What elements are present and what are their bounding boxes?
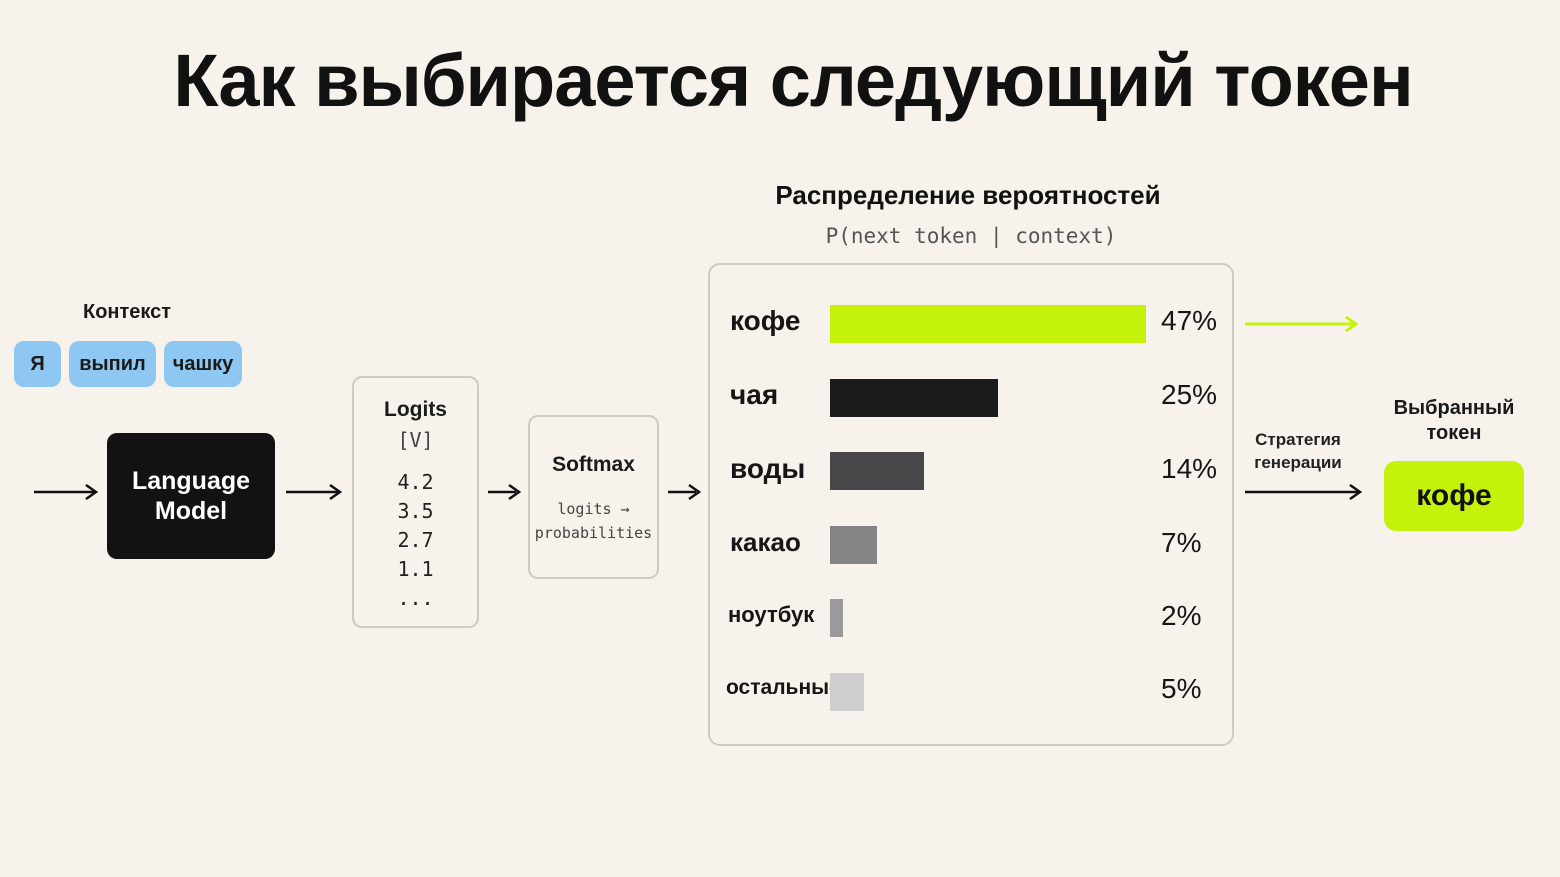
bar-value-label: 2% [1161,600,1202,631]
distribution-chart: кофе чая воды какао ноутбук остальные 47… [708,263,1234,746]
bar-label: чая [730,379,779,410]
context-token-chip: Я [14,341,61,387]
distribution-subtitle: P(next token | context) [825,224,1117,248]
bar-label: кофе [730,305,801,336]
language-model-label: Language Model [131,467,251,525]
logits-box: Logits [V] 4.2 3.5 2.7 1.1 ... [352,376,479,628]
bar-label: ноутбук [728,602,815,627]
softmax-subtitle: logits → probabilities [534,500,653,542]
context-token-chip: чашку [164,341,242,387]
bar-value-label: 14% [1161,453,1218,484]
bar-value-label: 25% [1161,379,1218,410]
bar [830,452,925,490]
bar [830,599,844,637]
bar-label: остальные [726,676,841,699]
bar [830,525,878,564]
logit-value: 3.5 [397,499,434,523]
logit-value: 2.7 [397,528,434,552]
logits-shape: [V] [397,428,434,452]
logit-value: 4.2 [397,470,434,494]
context-label: Контекст [83,301,172,323]
bar-value-label: 7% [1161,527,1202,558]
logit-value: ... [397,586,434,610]
bar [830,672,864,711]
softmax-title: Softmax [552,453,635,476]
bar-value-label: 5% [1161,673,1202,704]
arrow-icon [488,483,522,501]
logits-values: 4.2 3.5 2.7 1.1 ... [354,468,477,613]
bar-value-label: 47% [1161,305,1218,336]
bar [830,378,999,417]
strategy-label: Стратегия генерации [1254,430,1342,472]
logits-title: Logits [384,398,447,421]
page-title: Как выбирается следующий токен [173,39,1413,122]
bar-label: воды [730,453,806,484]
language-model-box: Language Model [107,433,275,559]
selection-arrow-icon [1245,315,1359,333]
arrow-icon [286,483,343,501]
logit-value: 1.1 [397,557,434,581]
distribution-title: Распределение вероятностей [775,180,1161,210]
chosen-token: кофе [1384,461,1524,531]
arrow-icon [668,483,702,501]
bar-label: какао [730,527,801,557]
arrow-icon [34,483,99,501]
softmax-box: Softmax logits → probabilities [528,415,659,579]
context-token-chip: выпил [69,341,156,387]
chosen-token-label: Выбранный токен [1393,397,1515,444]
arrow-icon [1245,483,1363,501]
bar [830,305,1146,343]
